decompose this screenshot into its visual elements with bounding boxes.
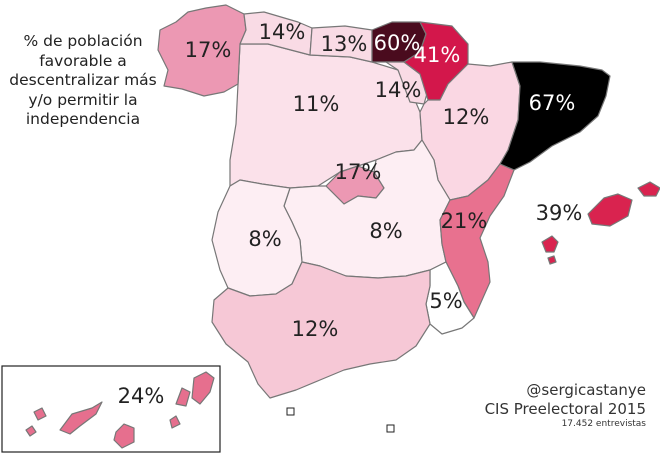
region-cataluna[interactable] [499,61,611,171]
ceuta-marker [286,407,295,416]
label-castilla-la-mancha: 8% [369,219,402,243]
label-cataluna: 67% [529,91,576,115]
canarias-inset-frame [1,365,221,453]
melilla-marker [386,424,395,433]
label-canarias: 24% [118,384,165,408]
label-aragon: 12% [443,105,490,129]
label-castilla-y-leon: 11% [293,92,340,116]
region-comunidad-valenciana[interactable] [439,163,515,319]
label-andalucia: 12% [292,317,339,341]
label-navarra: 41% [414,43,461,67]
label-murcia: 5% [429,289,462,313]
region-labels: 17% 14% 13% 60% 41% 14% 11% 12% 67% 17% … [118,20,583,408]
label-extremadura: 8% [248,227,281,251]
map-title: % de población favorable a descentraliza… [9,32,157,128]
label-comunidad-valenciana: 21% [441,209,488,233]
region-canarias[interactable] [25,371,215,449]
region-andalucia[interactable] [211,261,431,399]
label-madrid: 17% [335,160,382,184]
sample-size: 17.452 entrevistas [561,419,646,429]
label-galicia: 17% [185,38,232,62]
region-islas-baleares[interactable] [541,181,660,265]
label-la-rioja: 14% [375,78,422,102]
credits: @sergicastanye CIS Preelectoral 2015 17.… [485,381,646,430]
label-pais-vasco: 60% [374,31,421,55]
label-cantabria: 13% [321,32,368,56]
poll-source: CIS Preelectoral 2015 [484,400,646,418]
label-islas-baleares: 39% [536,201,583,225]
author-handle[interactable]: @sergicastanye [526,381,646,399]
label-asturias: 14% [259,20,306,44]
